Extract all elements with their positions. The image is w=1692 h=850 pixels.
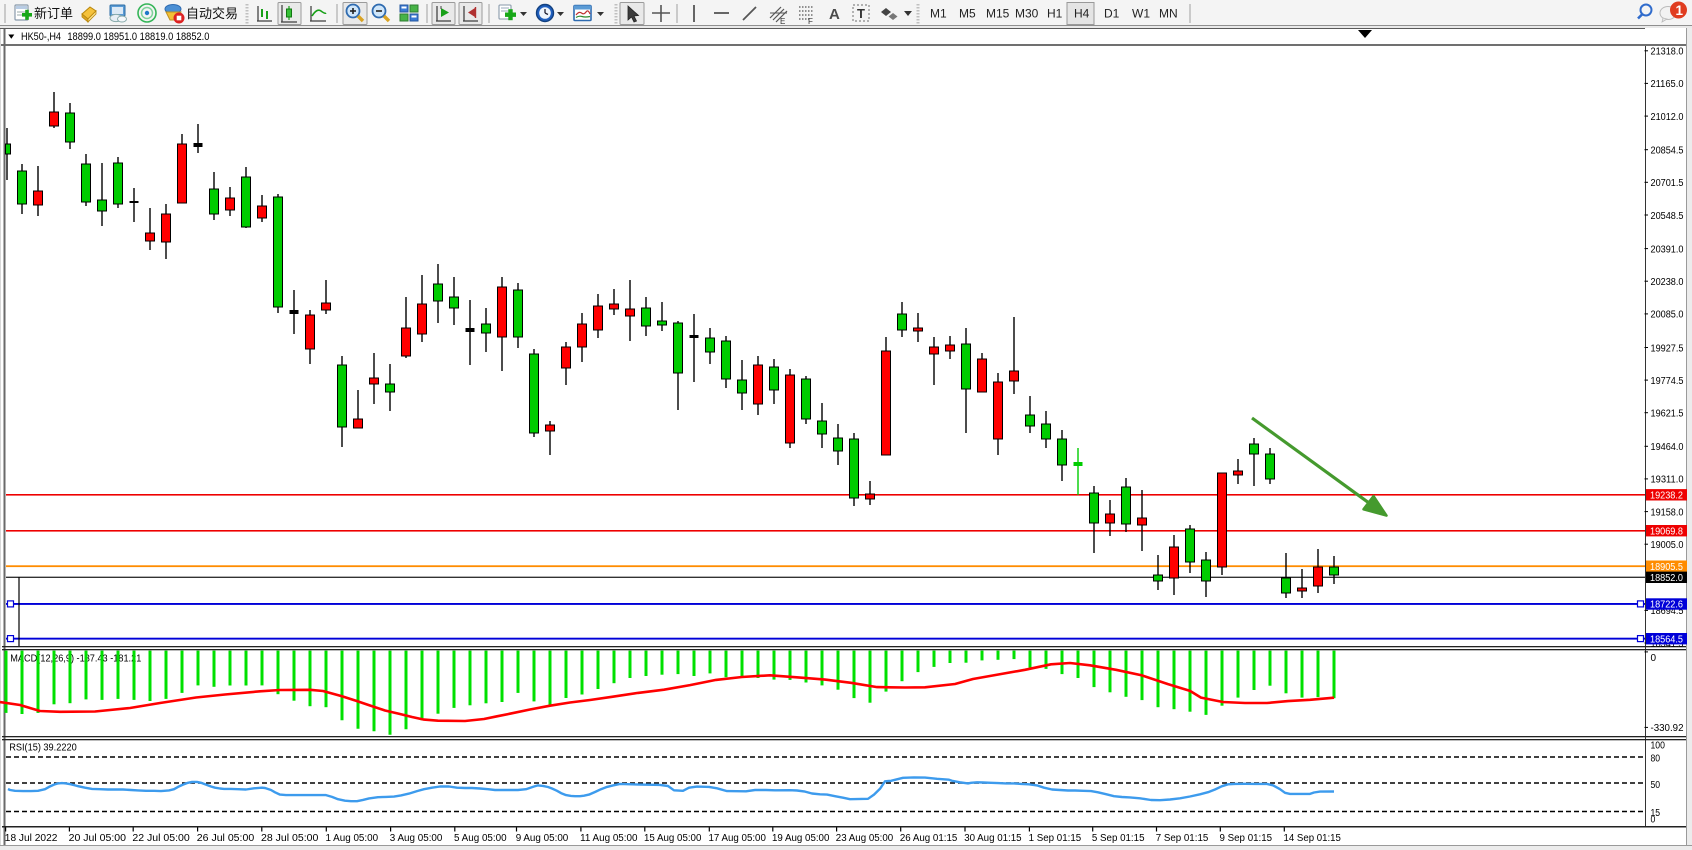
svg-text:18564.5: 18564.5 <box>1650 634 1683 645</box>
svg-text:26 Aug 01:15: 26 Aug 01:15 <box>900 833 958 844</box>
svg-text:19238.2: 19238.2 <box>1650 491 1683 502</box>
svg-text:7 Sep 01:15: 7 Sep 01:15 <box>1156 833 1209 844</box>
svg-text:3 Aug 05:00: 3 Aug 05:00 <box>390 833 443 844</box>
svg-text:20 Jul 05:00: 20 Jul 05:00 <box>69 833 127 844</box>
svg-text:18899.0 18951.0 18819.0 18852.: 18899.0 18951.0 18819.0 18852.0 <box>67 31 209 43</box>
svg-text:9 Sep 01:15: 9 Sep 01:15 <box>1220 833 1273 844</box>
svg-text:1: 1 <box>1676 3 1684 18</box>
svg-text:A: A <box>829 6 840 23</box>
svg-text:22 Jul 05:00: 22 Jul 05:00 <box>132 833 190 844</box>
svg-text:0: 0 <box>1651 653 1657 664</box>
svg-text:30 Aug 01:15: 30 Aug 01:15 <box>964 833 1022 844</box>
svg-text:T: T <box>857 6 865 21</box>
svg-text:50: 50 <box>1651 780 1661 791</box>
svg-text:20701.5: 20701.5 <box>1651 178 1684 189</box>
svg-text:19774.5: 19774.5 <box>1651 376 1684 387</box>
svg-text:21012.0: 21012.0 <box>1651 112 1684 123</box>
svg-text:19621.5: 19621.5 <box>1651 409 1684 420</box>
svg-text:20854.5: 20854.5 <box>1651 146 1684 157</box>
svg-text:18 Jul 2022: 18 Jul 2022 <box>5 833 58 844</box>
svg-text:20548.5: 20548.5 <box>1651 211 1684 222</box>
svg-text:0: 0 <box>1651 814 1656 825</box>
svg-text:M15: M15 <box>986 7 1010 21</box>
svg-text:15 Aug 05:00: 15 Aug 05:00 <box>644 833 702 844</box>
svg-text:W1: W1 <box>1132 7 1150 21</box>
svg-text:18852.0: 18852.0 <box>1650 573 1683 584</box>
svg-text:1 Sep 01:15: 1 Sep 01:15 <box>1029 833 1082 844</box>
svg-text:23 Aug 05:00: 23 Aug 05:00 <box>836 833 894 844</box>
svg-text:21165.0: 21165.0 <box>1651 79 1684 90</box>
svg-text:RSI(15) 39.2220: RSI(15) 39.2220 <box>9 743 77 754</box>
svg-text:19158.0: 19158.0 <box>1651 507 1684 518</box>
svg-text:9 Aug 05:00: 9 Aug 05:00 <box>516 833 569 844</box>
svg-text:19 Aug 05:00: 19 Aug 05:00 <box>772 833 830 844</box>
svg-text:19927.5: 19927.5 <box>1651 343 1684 354</box>
svg-text:18722.6: 18722.6 <box>1650 600 1683 611</box>
svg-text:5 Sep 01:15: 5 Sep 01:15 <box>1092 833 1145 844</box>
svg-text:19311.0: 19311.0 <box>1651 475 1684 486</box>
svg-text:1 Aug 05:00: 1 Aug 05:00 <box>326 833 379 844</box>
svg-text:H4: H4 <box>1074 7 1090 21</box>
svg-text:14 Sep 01:15: 14 Sep 01:15 <box>1284 833 1342 844</box>
svg-text:100: 100 <box>1651 740 1666 751</box>
svg-text:M1: M1 <box>930 7 947 21</box>
svg-text:20391.0: 20391.0 <box>1651 244 1684 255</box>
svg-text:80: 80 <box>1651 753 1661 764</box>
svg-text:F: F <box>808 17 813 26</box>
svg-text:M5: M5 <box>959 7 976 21</box>
svg-text:18905.5: 18905.5 <box>1650 562 1683 573</box>
svg-text:自动交易: 自动交易 <box>186 6 238 21</box>
svg-text:20085.0: 20085.0 <box>1651 310 1684 321</box>
svg-text:17 Aug 05:00: 17 Aug 05:00 <box>709 833 767 844</box>
svg-text:15: 15 <box>1651 808 1661 819</box>
svg-text:E: E <box>780 17 785 26</box>
svg-text:MN: MN <box>1159 7 1178 21</box>
svg-text:5 Aug 05:00: 5 Aug 05:00 <box>454 833 507 844</box>
svg-text:M30: M30 <box>1015 7 1039 21</box>
svg-text:19464.0: 19464.0 <box>1651 442 1684 453</box>
svg-text:20238.0: 20238.0 <box>1651 277 1684 288</box>
svg-text:18694.5: 18694.5 <box>1651 606 1684 617</box>
svg-text:21318.0: 21318.0 <box>1651 47 1684 58</box>
svg-text:11 Aug 05:00: 11 Aug 05:00 <box>580 833 638 844</box>
svg-text:-330.92: -330.92 <box>1651 723 1684 734</box>
svg-text:19069.8: 19069.8 <box>1650 526 1683 537</box>
svg-text:19005.0: 19005.0 <box>1651 540 1684 551</box>
svg-text:28 Jul 05:00: 28 Jul 05:00 <box>261 833 319 844</box>
svg-text:D1: D1 <box>1104 7 1120 21</box>
svg-text:26 Jul 05:00: 26 Jul 05:00 <box>197 833 255 844</box>
svg-text:HK50-,H4: HK50-,H4 <box>21 31 61 43</box>
svg-text:H1: H1 <box>1047 7 1063 21</box>
svg-text:新订单: 新订单 <box>34 6 73 21</box>
svg-text:MACD(12,26,9) -187.43 -181.21: MACD(12,26,9) -187.43 -181.21 <box>10 654 141 665</box>
